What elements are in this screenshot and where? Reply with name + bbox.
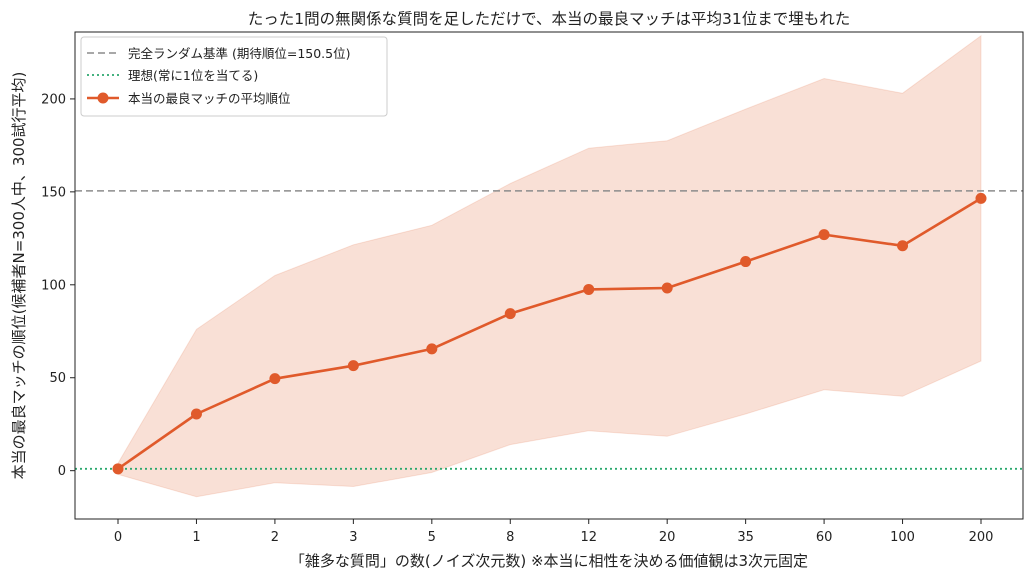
x-tick-label: 5 bbox=[428, 530, 436, 545]
series-0-point-0 bbox=[112, 463, 124, 475]
legend-label-ideal: 理想(常に1位を当てる) bbox=[128, 68, 258, 83]
series-0-point-7 bbox=[661, 282, 673, 294]
series-0-point-9 bbox=[818, 229, 830, 241]
y-tick-label: 50 bbox=[49, 371, 66, 386]
y-tick-label: 150 bbox=[41, 185, 66, 200]
x-tick-label: 8 bbox=[506, 530, 514, 545]
series-0-point-2 bbox=[269, 373, 281, 385]
series-0-point-11 bbox=[975, 192, 987, 204]
x-axis-label: 「雑多な質問」の数(ノイズ次元数) ※本当に相性を決める価値観は3次元固定 bbox=[290, 552, 808, 570]
plot-frame bbox=[74, 31, 1024, 520]
x-tick-label: 12 bbox=[580, 530, 597, 545]
reference-lines-layer bbox=[75, 190, 1023, 470]
series-0-point-5 bbox=[504, 308, 516, 320]
x-tick-label: 3 bbox=[349, 530, 357, 545]
x-tick-label: 35 bbox=[737, 530, 754, 545]
series-0-point-1 bbox=[190, 408, 202, 420]
series-0-point-8 bbox=[740, 256, 752, 268]
series-0-point-6 bbox=[583, 283, 595, 295]
series-0-band bbox=[117, 34, 982, 498]
legend: 完全ランダム基準 (期待順位=150.5位) 理想(常に1位を当てる) 本当の最… bbox=[80, 36, 388, 117]
legend-label-mean-rank: 本当の最良マッチの平均順位 bbox=[128, 91, 291, 106]
chart-title: たった1問の無関係な質問を足しただけで、本当の最良マッチは平均31位まで埋もれた bbox=[248, 10, 850, 28]
x-tick-label: 1 bbox=[192, 530, 200, 545]
legend-label-random-baseline: 完全ランダム基準 (期待順位=150.5位) bbox=[128, 46, 351, 61]
series-0-line bbox=[117, 197, 982, 470]
y-axis: 0 50 100 150 200 bbox=[41, 92, 75, 479]
x-axis: 0 1 2 3 5 8 12 20 35 60 100 200 bbox=[114, 519, 994, 545]
y-tick-label: 100 bbox=[41, 278, 66, 293]
series-layer bbox=[112, 192, 987, 475]
y-tick-label: 0 bbox=[58, 464, 66, 479]
y-tick-label: 200 bbox=[41, 92, 66, 107]
y-axis-label: 本当の最良マッチの順位(候補者N=300人中、300試行平均) bbox=[10, 72, 28, 480]
band-layer bbox=[117, 34, 982, 498]
x-tick-label: 200 bbox=[969, 530, 994, 545]
x-tick-label: 60 bbox=[816, 530, 833, 545]
x-tick-label: 0 bbox=[114, 530, 122, 545]
legend-box bbox=[80, 36, 388, 117]
x-tick-label: 2 bbox=[271, 530, 279, 545]
series-0-point-4 bbox=[426, 343, 438, 355]
x-tick-label: 100 bbox=[890, 530, 915, 545]
series-0-point-3 bbox=[347, 360, 359, 372]
series-0-point-10 bbox=[897, 240, 909, 252]
legend-marker-mean-rank bbox=[97, 92, 109, 104]
x-tick-label: 20 bbox=[659, 530, 676, 545]
